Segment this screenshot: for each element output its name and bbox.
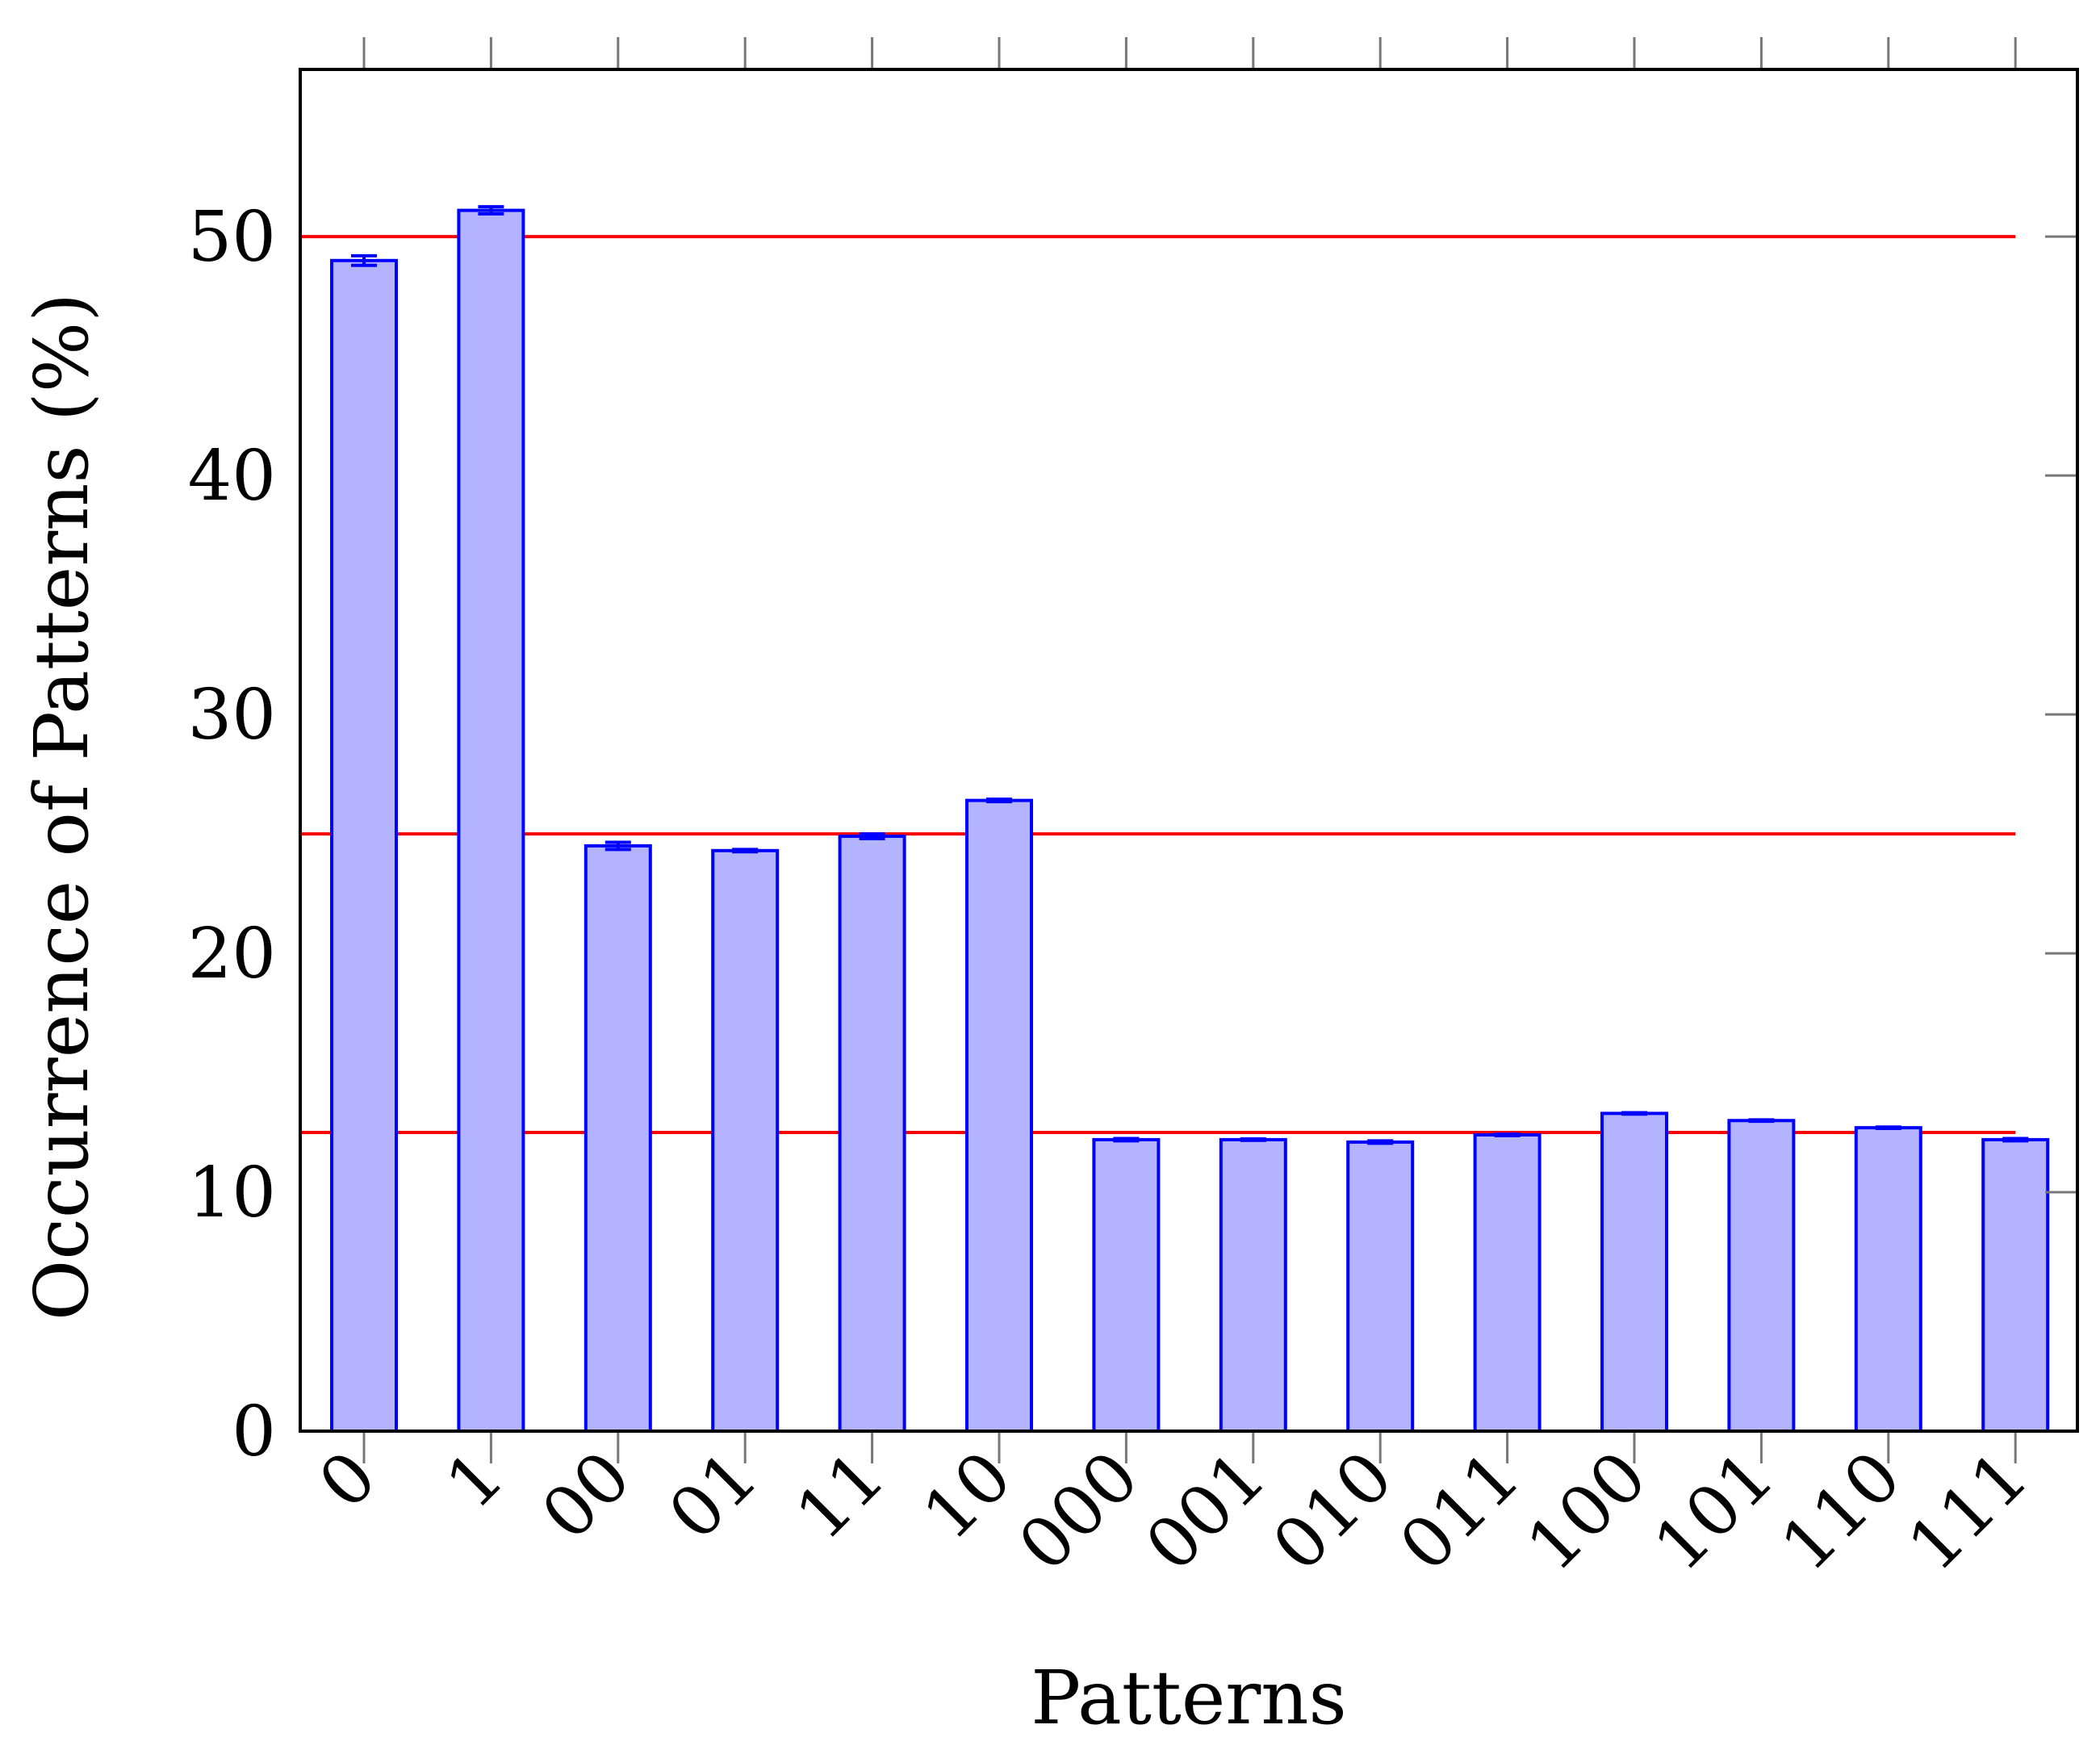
- bar-01: [711, 848, 780, 1434]
- x-tick-label-01: 01: [654, 1436, 773, 1555]
- x-tick-label-000: 000: [1003, 1436, 1154, 1587]
- x-tick-label-111: 111: [1893, 1436, 2044, 1587]
- bar-110: [1854, 1126, 1922, 1433]
- error-bar-111: [2002, 1137, 2029, 1143]
- bar-10: [965, 798, 1033, 1433]
- bar-1: [457, 208, 525, 1434]
- plot-frame: [299, 68, 2079, 1433]
- bar-00: [584, 844, 652, 1433]
- x-tick-label-010: 010: [1257, 1436, 1408, 1587]
- y-axis-title: Occurrence of Patterns (%): [19, 293, 105, 1321]
- x-tick-label-110: 110: [1766, 1436, 1917, 1587]
- bar-101: [1727, 1119, 1796, 1433]
- y-tick-label-30: 30: [188, 675, 276, 756]
- x-tick-label-100: 100: [1512, 1436, 1663, 1587]
- x-tick-label-00: 00: [527, 1436, 646, 1555]
- y-tick-label-20: 20: [188, 914, 276, 994]
- bar-11: [838, 835, 906, 1433]
- y-tick-label-50: 50: [188, 197, 276, 278]
- y-tick-label-0: 0: [232, 1392, 276, 1472]
- bar-000: [1092, 1137, 1161, 1434]
- error-bar-011: [1494, 1132, 1521, 1137]
- bar-010: [1346, 1140, 1415, 1433]
- error-bar-10: [986, 797, 1012, 804]
- error-bar-00: [604, 840, 631, 852]
- x-axis-title: Patterns: [1031, 1655, 1346, 1741]
- error-bar-11: [859, 832, 885, 841]
- x-tick-label-0: 0: [303, 1436, 391, 1524]
- error-bar-000: [1113, 1137, 1140, 1143]
- x-tick-label-10: 10: [908, 1436, 1027, 1555]
- error-bar-101: [1748, 1118, 1775, 1124]
- error-bar-010: [1367, 1139, 1394, 1145]
- x-tick-label-101: 101: [1638, 1436, 1789, 1587]
- x-tick-label-1: 1: [431, 1436, 519, 1524]
- bars: [330, 205, 2050, 1434]
- axis-ticks: [362, 37, 2077, 1463]
- y-tick-labels: 0 10 20 30 40 50: [188, 197, 276, 1472]
- error-bar-0: [351, 253, 377, 267]
- bar-111: [1981, 1137, 2050, 1434]
- error-bar-100: [1621, 1111, 1647, 1116]
- y-tick-label-40: 40: [188, 436, 276, 517]
- error-bar-001: [1240, 1137, 1266, 1142]
- bar-100: [1600, 1111, 1668, 1434]
- bar-011: [1473, 1133, 1542, 1434]
- y-tick-label-10: 10: [188, 1153, 276, 1233]
- x-tick-label-011: 011: [1385, 1436, 1536, 1587]
- bar-001: [1219, 1137, 1287, 1434]
- reference-lines: [300, 235, 2016, 1135]
- error-bar-01: [732, 848, 759, 854]
- x-tick-label-001: 001: [1131, 1436, 1282, 1587]
- bar-0: [330, 258, 398, 1433]
- error-bar-1: [478, 205, 504, 216]
- error-bar-110: [1875, 1125, 1901, 1131]
- x-tick-label-11: 11: [780, 1436, 900, 1555]
